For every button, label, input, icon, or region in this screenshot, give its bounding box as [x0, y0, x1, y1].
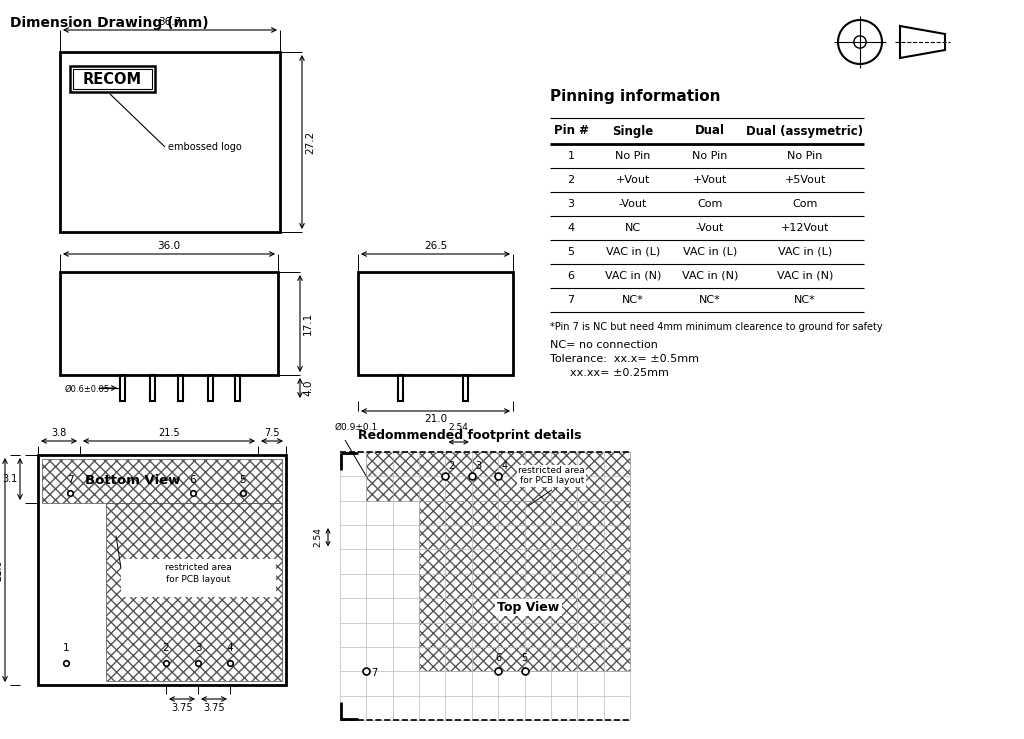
Text: Tolerance:  xx.x= ±0.5mm: Tolerance: xx.x= ±0.5mm: [550, 354, 699, 364]
Text: RECOM: RECOM: [83, 72, 142, 86]
Text: 3: 3: [567, 199, 574, 209]
Bar: [70, 66, 155, 92]
Text: 7: 7: [67, 475, 74, 485]
Text: 7: 7: [372, 668, 378, 678]
Text: Bottom View: Bottom View: [85, 474, 180, 488]
Bar: [178, 375, 183, 401]
Text: *Pin 7 is NC but need 4mm minimum clearence to ground for safety: *Pin 7 is NC but need 4mm minimum cleare…: [550, 322, 883, 332]
Bar: [60, 272, 278, 375]
Text: 6: 6: [496, 653, 501, 664]
Text: VAC in (N): VAC in (N): [777, 271, 834, 281]
Text: 27.2: 27.2: [305, 130, 315, 154]
Text: No Pin: No Pin: [615, 151, 650, 161]
Text: VAC in (N): VAC in (N): [682, 271, 738, 281]
Text: xx.xx= ±0.25mm: xx.xx= ±0.25mm: [570, 368, 669, 378]
Text: VAC in (N): VAC in (N): [605, 271, 662, 281]
Text: 2.54: 2.54: [313, 528, 323, 547]
Text: Ø0.6±0.05: Ø0.6±0.05: [65, 385, 111, 394]
Text: 3: 3: [195, 643, 202, 653]
Bar: [38, 455, 286, 685]
Text: 7.5: 7.5: [264, 428, 280, 438]
Text: NC*: NC*: [623, 295, 644, 305]
Text: embossed logo: embossed logo: [168, 142, 242, 152]
Text: 1: 1: [567, 151, 574, 161]
Bar: [121, 559, 276, 596]
Text: 5: 5: [567, 247, 574, 257]
Text: 17.1: 17.1: [303, 312, 313, 335]
Text: 1: 1: [62, 643, 70, 653]
Bar: [208, 375, 213, 401]
Bar: [234, 375, 240, 401]
Text: 6: 6: [567, 271, 574, 281]
Text: VAC in (L): VAC in (L): [778, 247, 833, 257]
Bar: [60, 52, 280, 232]
Text: No Pin: No Pin: [787, 151, 822, 161]
Text: 4: 4: [567, 223, 574, 233]
Text: 7: 7: [567, 295, 574, 305]
Text: Dual (assymetric): Dual (assymetric): [746, 124, 863, 137]
Bar: [419, 501, 630, 671]
Text: NC*: NC*: [795, 295, 816, 305]
Text: -Vout: -Vout: [696, 223, 724, 233]
Bar: [463, 375, 468, 401]
Text: restricted area
for PCB layout: restricted area for PCB layout: [518, 466, 585, 486]
Bar: [106, 503, 282, 681]
Text: 36.7: 36.7: [159, 17, 181, 27]
Text: Single: Single: [612, 124, 653, 137]
Text: 2: 2: [567, 175, 574, 185]
Text: restricted area: restricted area: [165, 562, 231, 571]
Text: VAC in (L): VAC in (L): [683, 247, 737, 257]
Text: 5: 5: [521, 653, 527, 664]
Text: 2.54: 2.54: [449, 423, 469, 432]
Text: 3.75: 3.75: [203, 703, 225, 713]
Text: Ø0.9±0.1: Ø0.9±0.1: [335, 423, 378, 432]
Text: 2: 2: [163, 643, 169, 653]
Text: +5Vout: +5Vout: [784, 175, 825, 185]
Text: 26.5: 26.5: [424, 241, 447, 251]
Text: for PCB layout: for PCB layout: [166, 576, 230, 585]
Text: Dimension Drawing (mm): Dimension Drawing (mm): [10, 16, 209, 30]
Text: NC: NC: [625, 223, 641, 233]
Text: 5: 5: [240, 475, 247, 485]
Text: No Pin: No Pin: [692, 151, 728, 161]
Bar: [73, 69, 152, 89]
Bar: [358, 272, 513, 375]
Text: 3.8: 3.8: [51, 428, 67, 438]
Text: 3.75: 3.75: [171, 703, 193, 713]
Bar: [120, 375, 125, 401]
Text: -Vout: -Vout: [618, 199, 647, 209]
Text: Com: Com: [697, 199, 723, 209]
Text: 21.0: 21.0: [0, 559, 3, 581]
Text: +Vout: +Vout: [615, 175, 650, 185]
Text: 21.5: 21.5: [158, 428, 180, 438]
Text: +Vout: +Vout: [693, 175, 727, 185]
Bar: [42, 459, 282, 503]
Text: 3.1: 3.1: [3, 474, 18, 484]
Text: 36.0: 36.0: [158, 241, 180, 251]
Text: Pinning information: Pinning information: [550, 89, 721, 104]
Text: +12Vout: +12Vout: [780, 223, 829, 233]
Text: 3: 3: [475, 461, 481, 471]
Bar: [398, 375, 403, 401]
Text: VAC in (L): VAC in (L): [606, 247, 660, 257]
Text: Redommended footprint details: Redommended footprint details: [358, 429, 582, 442]
Bar: [367, 452, 630, 501]
Text: NC*: NC*: [699, 295, 721, 305]
Text: 2: 2: [449, 461, 455, 471]
Text: 4.0: 4.0: [303, 380, 313, 396]
Text: NC= no connection: NC= no connection: [550, 340, 657, 350]
Text: Pin #: Pin #: [554, 124, 589, 137]
Text: Top View: Top View: [498, 601, 560, 614]
Text: 4: 4: [501, 461, 507, 471]
Text: Dual: Dual: [695, 124, 725, 137]
Text: 6: 6: [189, 475, 197, 485]
Text: 4: 4: [226, 643, 233, 653]
Bar: [150, 375, 155, 401]
Text: 21.0: 21.0: [424, 414, 447, 424]
Text: Com: Com: [793, 199, 818, 209]
